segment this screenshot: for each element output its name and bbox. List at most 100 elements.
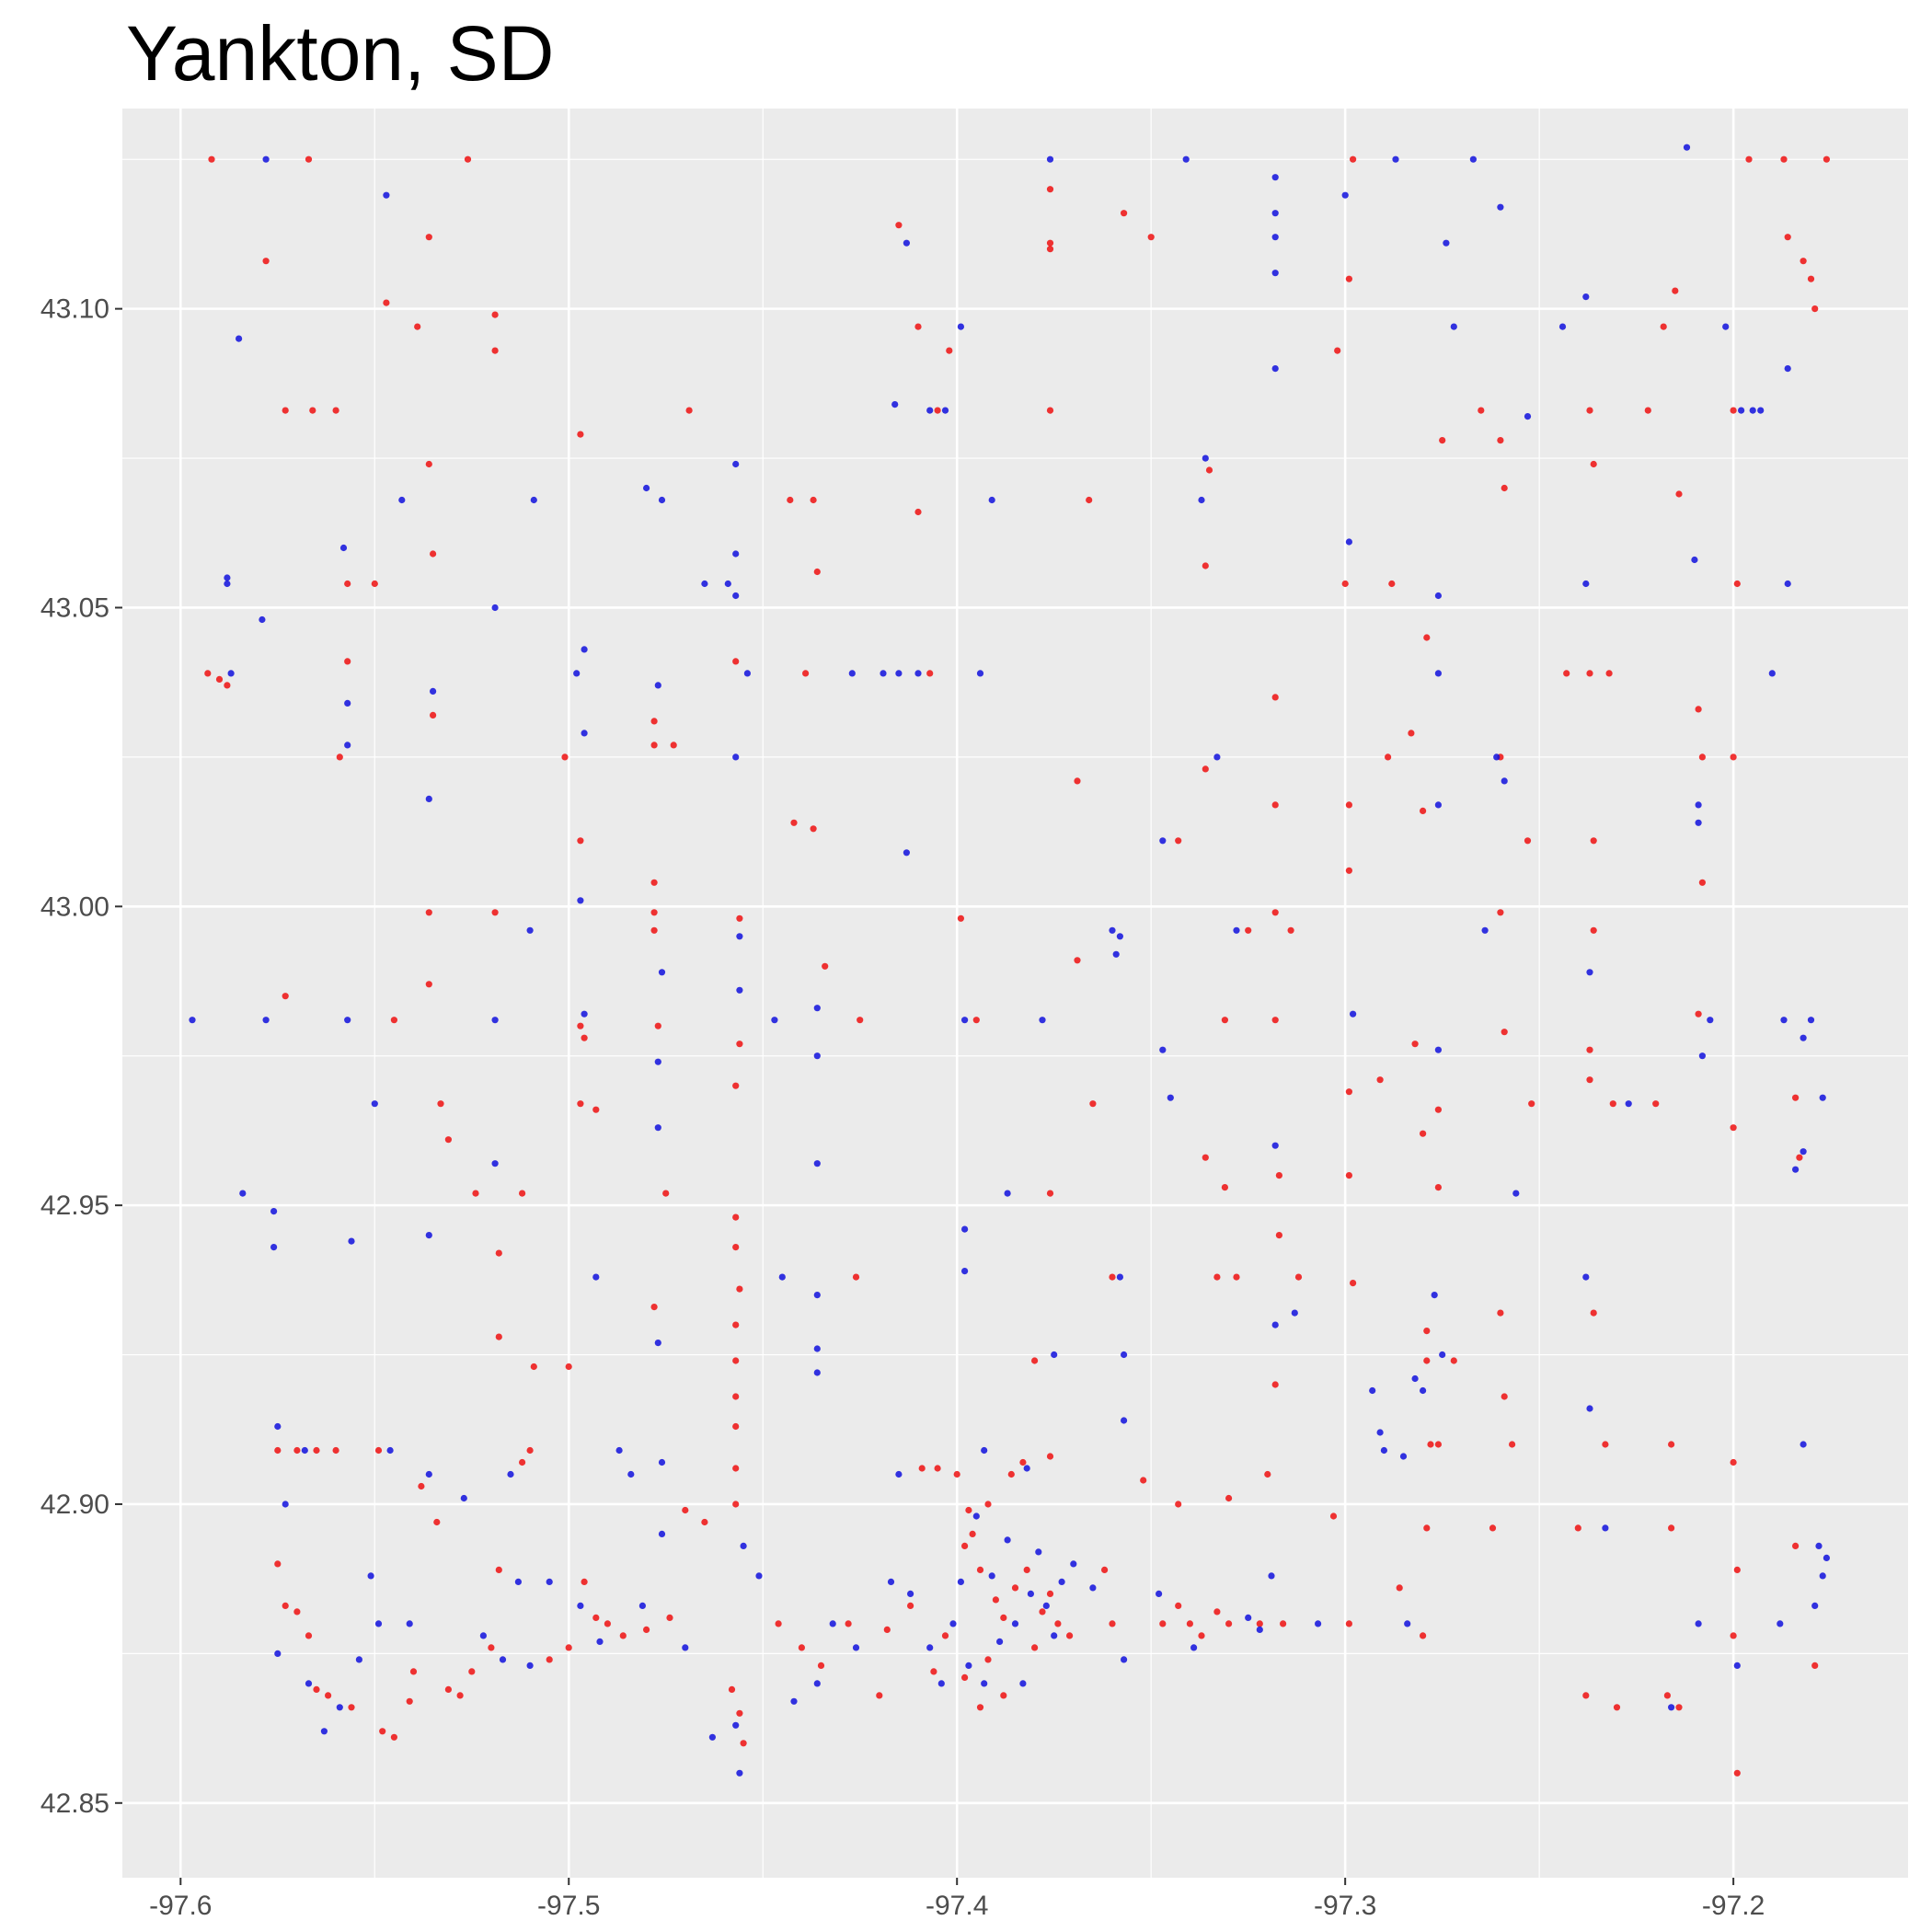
data-point [926,670,934,677]
data-point [313,1685,320,1693]
data-point [604,1620,612,1627]
data-point [848,670,856,677]
data-point [1780,155,1788,163]
data-point [1345,275,1352,282]
data-point [573,670,581,677]
data-point [224,580,231,588]
data-point [270,1208,278,1215]
data-point [1497,203,1504,211]
data-point [1558,323,1567,330]
data-point [949,1620,957,1627]
data-point [305,1632,313,1639]
data-point [1439,437,1446,444]
data-point [1051,1632,1058,1639]
data-point [972,1512,980,1520]
data-point [460,1494,467,1502]
data-point [1027,1590,1034,1597]
data-point [1167,1094,1174,1101]
data-point [1186,1620,1193,1627]
data-point [1070,1560,1077,1568]
data-point [1745,155,1753,163]
data-point [1427,1441,1434,1448]
data-point [972,1017,980,1024]
data-point [215,675,224,684]
data-point [658,969,666,976]
data-point [1698,753,1706,761]
data-point [313,1446,320,1455]
data-point [1434,1441,1442,1448]
data-point [444,1136,452,1144]
data-point [1271,210,1279,217]
data-point [981,1680,988,1687]
data-point [732,1393,740,1400]
data-point [1046,239,1054,247]
data-point [1205,466,1213,474]
data-point [519,1458,526,1466]
data-point [1493,753,1501,761]
data-point [499,1656,507,1663]
data-point [1271,270,1279,277]
data-point [1074,777,1081,785]
data-point [546,1578,553,1585]
data-point [1733,580,1741,588]
data-point [1341,580,1349,588]
data-point [813,1292,821,1299]
data-point [1271,909,1279,916]
data-point [530,1363,537,1371]
data-point [976,670,984,677]
data-point [1423,1524,1431,1532]
data-point [367,1572,374,1580]
data-point [1707,1017,1714,1024]
data-point [1590,1309,1597,1317]
data-point [374,1620,383,1627]
data-point [1434,1046,1442,1053]
data-point [708,1733,717,1741]
data-point [227,670,235,677]
data-point [1792,1542,1800,1549]
data-point [736,914,743,922]
data-point [561,753,569,761]
data-point [1399,1453,1408,1460]
data-point [670,742,677,749]
data-point [1675,490,1683,498]
data-point [1434,1106,1442,1113]
data-point [1668,1441,1675,1448]
data-point [1478,407,1485,414]
data-point [425,909,432,916]
data-point [418,1482,425,1490]
data-point [988,1572,995,1580]
data-point [301,1446,308,1455]
data-point [654,1058,661,1065]
data-point [1733,1769,1741,1777]
data-point [1101,1566,1109,1573]
data-point [581,1578,588,1585]
data-point [701,580,708,588]
data-point [565,1644,572,1651]
data-point [1582,1273,1590,1281]
x-axis: -97.6 -97.5 -97.4 -97.3 -97.2 [149,1878,1765,1921]
data-point [615,1446,623,1455]
data-point [1590,926,1597,934]
y-tick-label: 42.90 [40,1489,109,1520]
data-point [891,401,899,408]
data-point [650,909,658,916]
data-point [1524,413,1532,420]
data-point [895,670,903,677]
data-point [1602,1441,1609,1448]
data-point [1730,1632,1737,1639]
data-point [1792,1166,1800,1173]
data-point [976,1704,984,1711]
data-point [1695,801,1702,809]
data-point [1291,1309,1298,1317]
data-point [1275,1232,1282,1239]
data-point [914,508,922,516]
data-point [293,1446,301,1455]
data-point [577,837,584,845]
data-point [654,1022,661,1029]
data-point [961,1225,969,1233]
data-point [926,1644,934,1651]
data-point [1294,1273,1303,1281]
data-point [1035,1548,1042,1556]
data-point [1031,1357,1039,1364]
data-point [430,711,437,719]
